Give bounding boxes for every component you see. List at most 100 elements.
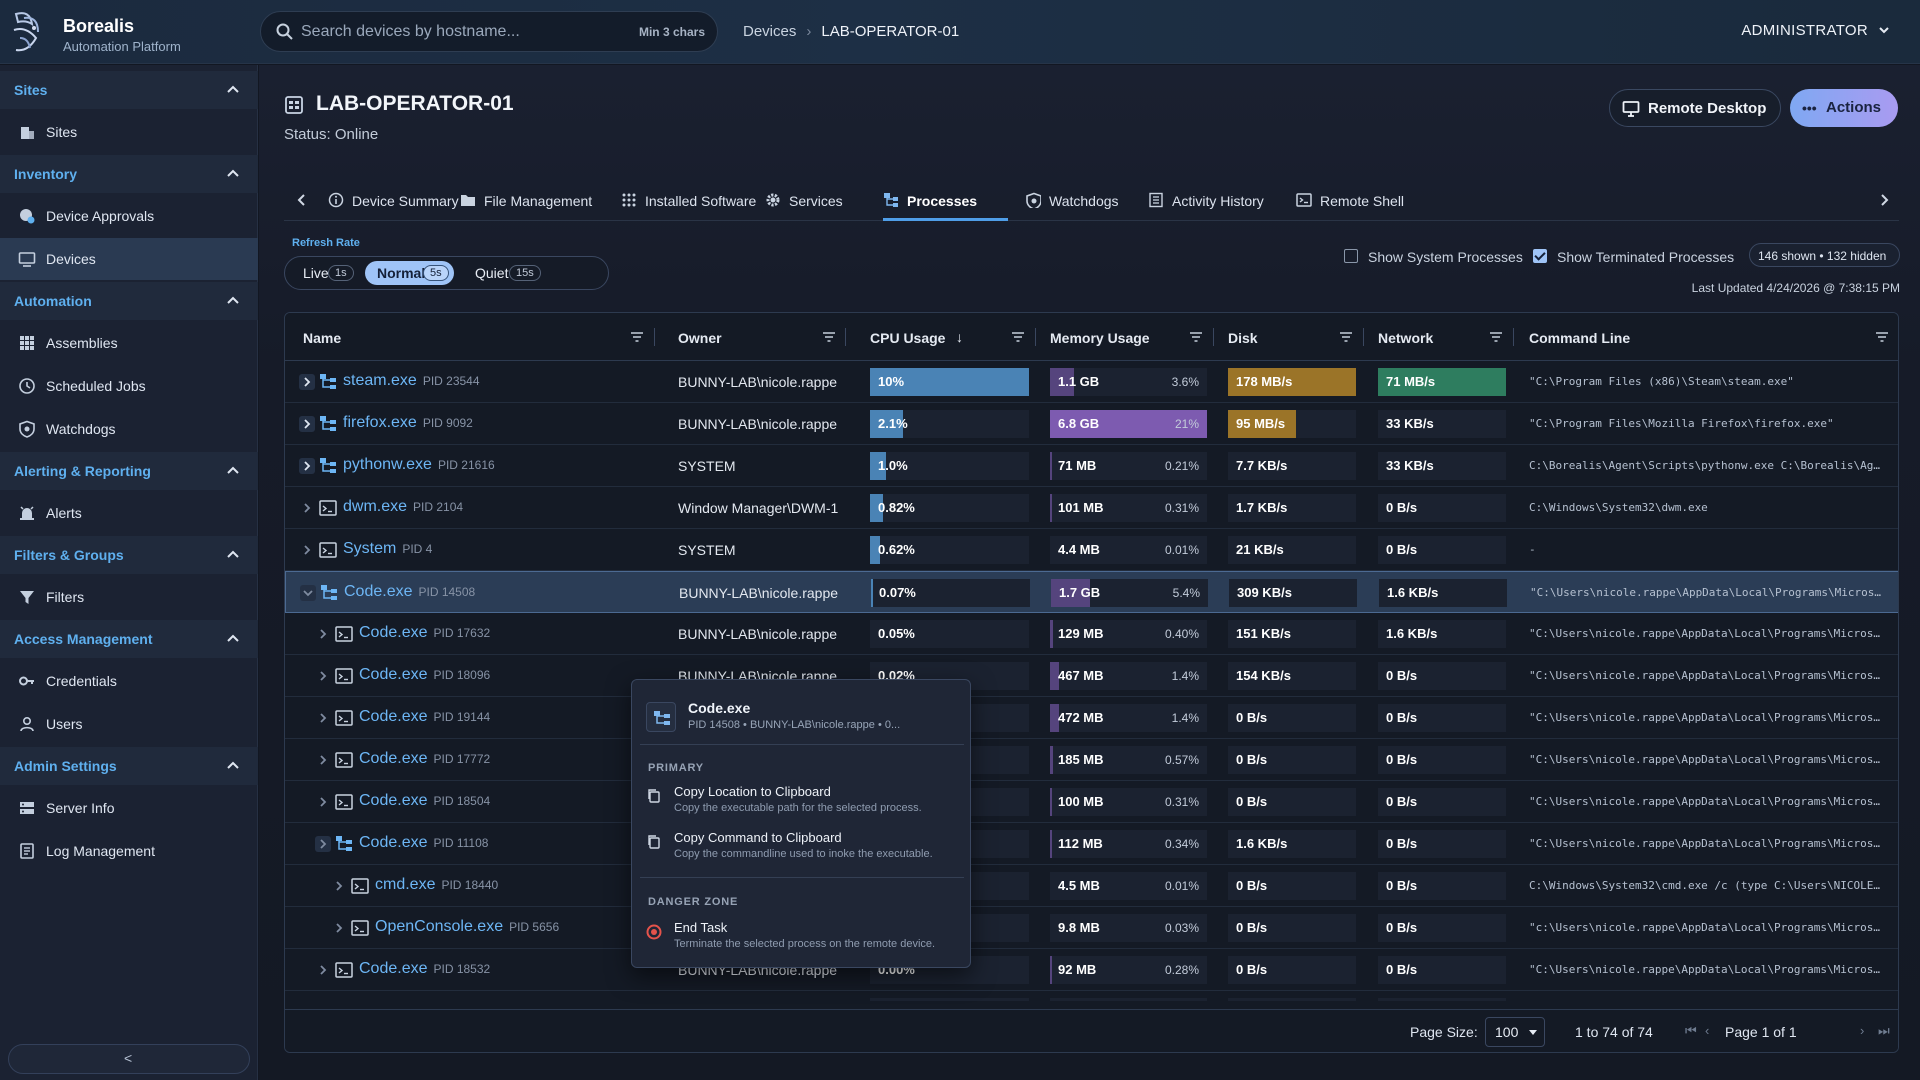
tab-installed-software[interactable]: Installed Software — [621, 181, 756, 221]
process-name[interactable]: Code.exe PID 18096 — [359, 666, 490, 684]
tab-remote-shell[interactable]: Remote Shell — [1296, 181, 1406, 221]
chevron-right-icon[interactable] — [299, 542, 315, 558]
table-row[interactable]: Code.exe PID 14508 BUNNY-LAB\nicole.rappe… — [285, 571, 1898, 613]
sidebar-item-watchdogs[interactable]: Watchdogs — [0, 408, 258, 450]
column-filter-icon[interactable] — [1488, 329, 1504, 345]
process-name[interactable]: pythonw.exe PID 21616 — [343, 456, 495, 474]
last-page-icon[interactable]: ⏭ — [1878, 1023, 1890, 1038]
chevron-right-icon[interactable] — [299, 374, 315, 390]
column-filter-icon[interactable] — [1338, 329, 1354, 345]
chevron-right-icon[interactable] — [315, 752, 331, 768]
chevron-right-icon[interactable] — [331, 920, 347, 936]
process-name[interactable]: dwm.exe PID 2104 — [343, 498, 463, 516]
column-filter-icon[interactable] — [1010, 329, 1026, 345]
breadcrumb-devices-link[interactable]: Devices — [743, 23, 797, 40]
sidebar-item-device-approvals[interactable]: Device Approvals — [0, 195, 258, 237]
tab-watchdogs[interactable]: Watchdogs — [1025, 181, 1140, 221]
first-page-icon[interactable]: ⏮ — [1685, 1023, 1697, 1038]
table-row[interactable]: pythonw.exe PID 21616 SYSTEM 1.0% 71 MB 0.… — [285, 445, 1898, 487]
sidebar-item-devices[interactable]: Devices — [0, 238, 258, 280]
process-name[interactable]: steam.exe PID 23544 — [343, 372, 480, 390]
copy-location-menu-item[interactable]: Copy Location to Clipboard Copy the exec… — [640, 780, 964, 824]
sidebar-section-access-management[interactable]: Access Management — [0, 620, 258, 658]
tab-file-management[interactable]: File Management — [460, 181, 610, 221]
tab-scroll-left-icon[interactable] — [292, 190, 312, 210]
tab-device-summary[interactable]: Device Summary — [328, 181, 459, 221]
chevron-right-icon[interactable] — [299, 500, 315, 516]
column-filter-icon[interactable] — [1188, 329, 1204, 345]
chevron-right-icon[interactable] — [315, 962, 331, 978]
chevron-right-icon[interactable] — [315, 794, 331, 810]
chevron-right-icon[interactable] — [315, 836, 331, 852]
chevron-right-icon[interactable] — [315, 626, 331, 642]
show-terminated-processes-checkbox[interactable] — [1533, 249, 1547, 263]
chevron-right-icon[interactable] — [331, 878, 347, 894]
sidebar-item-alerts[interactable]: Alerts — [0, 492, 258, 534]
table-row[interactable]: steam.exe PID 23544 BUNNY-LAB\nicole.rapp… — [285, 361, 1898, 403]
sidebar-section-sites[interactable]: Sites — [0, 71, 258, 109]
tab-scroll-right-icon[interactable] — [1874, 190, 1894, 210]
chevron-down-icon[interactable] — [300, 585, 316, 601]
sidebar-item-log-management[interactable]: Log Management — [0, 830, 258, 872]
process-name[interactable]: Code.exe PID 18504 — [359, 792, 490, 810]
column-header-command-line[interactable]: Command Line — [1529, 313, 1890, 361]
chevron-right-icon[interactable] — [299, 416, 315, 432]
refresh-quiet-option[interactable]: Quiet 15s — [463, 261, 553, 285]
remote-desktop-button[interactable]: Remote Desktop — [1609, 89, 1781, 127]
brand[interactable]: Borealis Automation Platform — [8, 6, 258, 58]
actions-button[interactable]: ••• Actions — [1790, 89, 1898, 127]
process-name[interactable]: Code.exe PID 17632 — [359, 624, 490, 642]
column-header-owner[interactable]: Owner — [678, 313, 837, 361]
sidebar-item-credentials[interactable]: Credentials — [0, 660, 258, 702]
prev-page-icon[interactable]: ‹ — [1705, 1023, 1710, 1038]
sidebar-item-server-info[interactable]: Server Info — [0, 787, 258, 829]
sidebar-section-alerting-reporting[interactable]: Alerting & Reporting — [0, 452, 258, 490]
chevron-right-icon[interactable] — [299, 458, 315, 474]
process-name[interactable]: Code.exe PID 11108 — [359, 834, 488, 852]
process-name[interactable]: cmd.exe PID 18440 — [375, 876, 498, 894]
column-header-name[interactable]: Name — [303, 313, 645, 361]
sidebar-section-inventory[interactable]: Inventory — [0, 155, 258, 193]
copy-command-menu-item[interactable]: Copy Command to Clipboard Copy the comma… — [640, 826, 964, 870]
sidebar-collapse-button[interactable]: < — [8, 1044, 250, 1074]
sidebar-item-filters[interactable]: Filters — [0, 576, 258, 618]
table-row[interactable]: Code.exe PID 17632 BUNNY-LAB\nicole.rappe… — [285, 613, 1898, 655]
sidebar-section-admin-settings[interactable]: Admin Settings — [0, 747, 258, 785]
table-row[interactable]: firefox.exe PID 9092 BUNNY-LAB\nicole.rap… — [285, 403, 1898, 445]
column-filter-icon[interactable] — [821, 329, 837, 345]
column-header-memory-usage[interactable]: Memory Usage — [1050, 313, 1204, 361]
table-row[interactable]: dwm.exe PID 2104 Window Manager\DWM-1 0.8… — [285, 487, 1898, 529]
tab-processes[interactable]: Processes — [883, 181, 1008, 221]
search-input[interactable] — [301, 12, 601, 51]
sidebar-item-sites[interactable]: Sites — [0, 111, 258, 153]
column-header-disk[interactable]: Disk — [1228, 313, 1354, 361]
table-row[interactable]: Code.exe PID 18096 BUNNY-LAB\nicole.rappe… — [285, 655, 1898, 697]
chevron-right-icon[interactable] — [315, 668, 331, 684]
page-size-select[interactable]: 100 — [1485, 1017, 1545, 1047]
user-menu[interactable]: ADMINISTRATOR — [1741, 22, 1890, 39]
sidebar-item-scheduled-jobs[interactable]: Scheduled Jobs — [0, 365, 258, 407]
refresh-normal-option[interactable]: Normal 5s — [365, 261, 454, 285]
end-task-menu-item[interactable]: End Task Terminate the selected process … — [640, 916, 964, 960]
process-name[interactable]: Code.exe PID 17772 — [359, 750, 490, 768]
sidebar-item-assemblies[interactable]: Assemblies — [0, 322, 258, 364]
column-header-cpu-usage[interactable]: CPU Usage ↓ — [870, 313, 1026, 361]
table-row[interactable]: System PID 4 SYSTEM 0.62% 4.4 MB 0.01% 21 … — [285, 529, 1898, 571]
column-filter-icon[interactable] — [629, 329, 645, 345]
refresh-live-option[interactable]: Live 1s — [291, 261, 354, 285]
process-name[interactable]: firefox.exe PID 9092 — [343, 414, 473, 432]
sort-desc-icon[interactable]: ↓ — [956, 329, 963, 345]
process-name[interactable]: Code.exe PID 18532 — [359, 960, 490, 978]
next-page-icon[interactable]: › — [1860, 1023, 1865, 1038]
process-name[interactable]: OpenConsole.exe PID 5656 — [375, 918, 559, 936]
sidebar-section-automation[interactable]: Automation — [0, 282, 258, 320]
table-row[interactable]: Code.exe PID 18532 BUNNY-LAB\nicole.rappe… — [285, 949, 1898, 991]
process-name[interactable]: System PID 4 — [343, 540, 432, 558]
chevron-right-icon[interactable] — [315, 710, 331, 726]
